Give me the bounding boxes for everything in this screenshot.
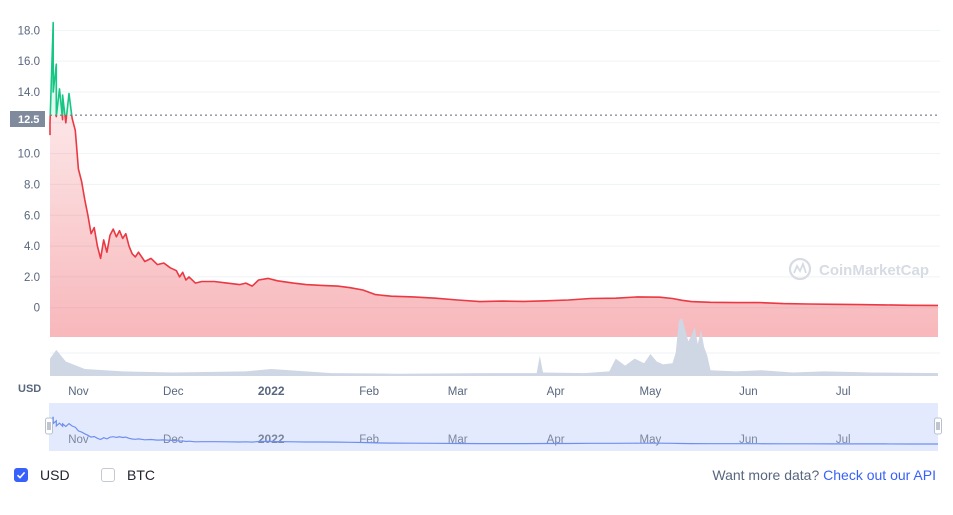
x-tick-label: Jun (739, 386, 758, 398)
price-area-below (50, 115, 938, 337)
current-price-tag-text: 12.5 (18, 114, 39, 126)
navigator-tick-label: May (640, 434, 662, 446)
price-line-above (49, 21, 73, 116)
y-axis: 02.04.06.08.010.012.014.016.018.0 (18, 25, 40, 314)
x-axis-currency-label: USD (18, 383, 41, 395)
y-tick-label: 10.0 (18, 149, 40, 161)
y-tick-label: 18.0 (18, 25, 40, 37)
x-tick-label: Nov (68, 386, 89, 398)
api-cta-text: Want more data? (712, 467, 824, 483)
current-price-tag-bg (10, 111, 45, 127)
check-icon (16, 471, 26, 479)
btc-toggle-label: BTC (127, 467, 155, 483)
y-tick-label: 6.0 (24, 210, 40, 222)
navigator-tick-label: Mar (448, 434, 468, 446)
x-tick-label: Jul (836, 386, 851, 398)
api-link[interactable]: Check out our API (823, 467, 936, 483)
x-tick-label: Mar (448, 386, 468, 398)
x-tick-label: 2022 (258, 384, 285, 398)
current-price-tag: 12.5 (10, 111, 45, 127)
y-tick-label: 4.0 (24, 241, 40, 253)
btc-checkbox[interactable] (101, 468, 115, 482)
navigator-right-handle[interactable] (934, 417, 942, 435)
x-tick-label: Apr (547, 386, 565, 398)
y-tick-label: 14.0 (18, 87, 40, 99)
x-tick-label: Feb (359, 386, 379, 398)
chart-footer: USD BTC Want more data? Check out our AP… (0, 462, 953, 490)
navigator-line (49, 416, 938, 445)
price-chart[interactable]: 02.04.06.08.010.012.014.016.018.0 CoinMa… (0, 0, 953, 462)
watermark-text: CoinMarketCap (819, 262, 929, 279)
coinmarketcap-logo-icon (788, 257, 812, 281)
price-line-below (49, 115, 939, 307)
navigator-tick-label: 2022 (258, 432, 285, 446)
api-cta: Want more data? Check out our API (712, 467, 936, 483)
grid-lines (50, 29, 940, 309)
usd-toggle-label: USD (40, 467, 70, 483)
btc-toggle[interactable]: BTC (101, 467, 155, 483)
navigator-tick-label: Apr (547, 434, 565, 446)
navigator-tick-label: Jun (739, 434, 758, 446)
y-tick-label: 8.0 (24, 179, 40, 191)
x-axis: Nov Dec 2022 Feb Mar Apr May Jun Jul (68, 384, 850, 398)
usd-checkbox[interactable] (14, 468, 28, 482)
usd-toggle[interactable]: USD (14, 467, 70, 483)
x-tick-label: May (640, 386, 662, 398)
navigator-tick-label: Jul (836, 434, 851, 446)
y-tick-label: 0 (34, 303, 40, 315)
watermark: CoinMarketCap (788, 257, 929, 281)
x-tick-label: Dec (163, 386, 184, 398)
navigator-tick-label: Nov (68, 434, 89, 446)
range-navigator[interactable]: Nov Dec 2022 Feb Mar Apr May Jun Jul (45, 403, 942, 451)
y-tick-label: 16.0 (18, 56, 40, 68)
navigator-tick-label: Feb (359, 434, 379, 446)
y-tick-label: 2.0 (24, 272, 40, 284)
navigator-left-handle[interactable] (45, 417, 53, 435)
